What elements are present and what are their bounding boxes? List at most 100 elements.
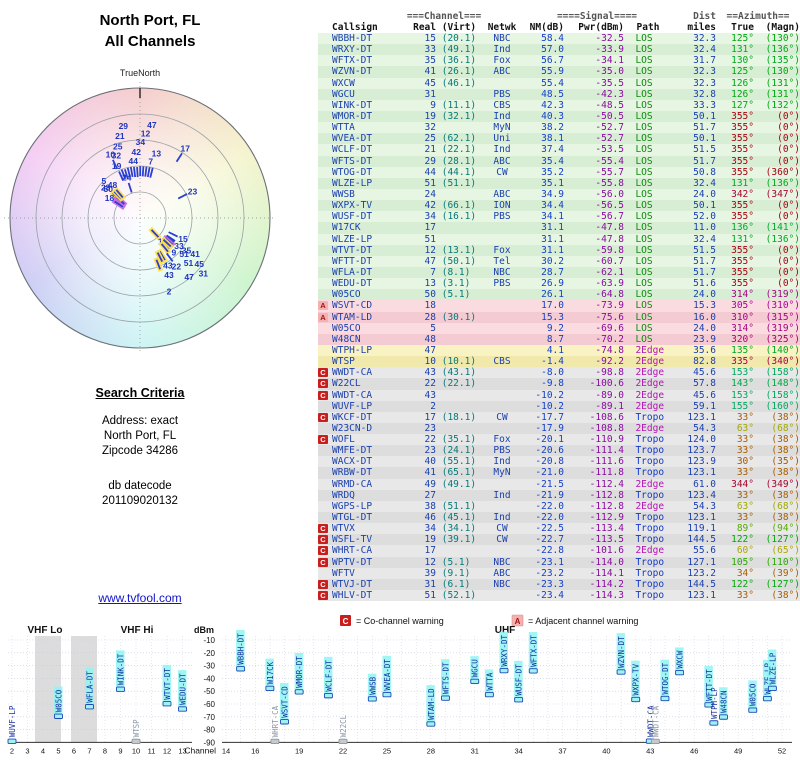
callsign-cell[interactable]: WFTV bbox=[332, 567, 355, 579]
network-cell: NBC bbox=[493, 556, 511, 568]
callsign-cell[interactable]: WKCF-DT bbox=[332, 411, 373, 423]
callsign-cell[interactable]: WHLV-DT bbox=[332, 590, 373, 602]
callsign-cell[interactable]: W05CO bbox=[332, 289, 361, 301]
callsign-cell[interactable]: WBBH-DT bbox=[332, 33, 373, 44]
nm-db-cell: 40.3 bbox=[541, 110, 564, 122]
callsign-cell[interactable]: WZVN-DT bbox=[332, 66, 373, 78]
callsign-cell[interactable]: WOFL bbox=[332, 434, 355, 446]
azimuth-magn-cell: (340°) bbox=[765, 356, 800, 368]
callsign-cell[interactable]: W05CO bbox=[332, 322, 361, 334]
chart-station-marker: W48CN bbox=[718, 687, 728, 720]
gridlines bbox=[8, 636, 792, 743]
callsign-cell[interactable]: WLZE-LP bbox=[332, 177, 373, 189]
callsign-cell[interactable]: WTGL-DT bbox=[332, 512, 373, 524]
svg-text:WTOG-DT: WTOG-DT bbox=[661, 662, 670, 694]
path-cell: LOS bbox=[624, 311, 653, 323]
dist-miles-cell: 33.3 bbox=[693, 99, 716, 111]
azimuth-true-cell: 33° bbox=[736, 512, 754, 524]
callsign-cell[interactable]: WXCW bbox=[332, 77, 355, 89]
callsign-cell[interactable]: W17CK bbox=[332, 222, 361, 234]
callsign-cell[interactable]: WTPH-LP bbox=[332, 344, 373, 356]
azimuth-true-cell: 355° bbox=[731, 144, 754, 156]
callsign-cell[interactable]: WFTT-DT bbox=[332, 255, 373, 267]
path-cell: LOS bbox=[624, 322, 653, 334]
radar-station-marker: 18 bbox=[105, 193, 126, 210]
radar-station-marker: 10 bbox=[106, 149, 118, 170]
real-channel-cell: 25 bbox=[424, 133, 436, 145]
network-cell: NBC bbox=[493, 266, 511, 278]
azimuth-true-cell: 355° bbox=[731, 110, 754, 122]
pwr-dbm-cell: -108.8 bbox=[589, 422, 624, 434]
azimuth-true-cell: 355° bbox=[731, 122, 754, 134]
flag-cell bbox=[318, 256, 332, 267]
callsign-cell[interactable]: WINK-DT bbox=[332, 99, 373, 111]
path-cell: 2Edge bbox=[624, 356, 665, 368]
callsign-cell[interactable]: WUSF-DT bbox=[332, 211, 373, 223]
callsign-cell[interactable]: WTTA bbox=[332, 122, 355, 134]
callsign-cell[interactable]: WTOG-DT bbox=[332, 166, 373, 178]
callsign-cell[interactable]: WSFL-TV bbox=[332, 534, 373, 546]
criteria-zipcode: Zipcode 34286 bbox=[101, 445, 179, 457]
dbm-tick: -60 bbox=[203, 700, 215, 709]
svg-text:WGCU: WGCU bbox=[471, 659, 480, 677]
radar-station-marker: 12 bbox=[141, 129, 151, 177]
signal-charts-svg: C = Co-channel warning A = Adjacent channel… bbox=[7, 614, 792, 755]
svg-text:WFTX-DT: WFTX-DT bbox=[529, 635, 538, 667]
nm-db-cell: -21.5 bbox=[535, 478, 564, 490]
svg-text:WTVT-DT: WTVT-DT bbox=[163, 668, 172, 700]
callsign-cell[interactable]: W22CL bbox=[332, 378, 361, 390]
callsign-cell[interactable]: WACX-DT bbox=[332, 456, 373, 468]
flag-cell bbox=[318, 323, 332, 334]
callsign-cell[interactable]: WHRT-CA bbox=[332, 545, 373, 557]
callsign-cell[interactable]: WSVT-CD bbox=[332, 300, 373, 312]
table-row: W05CO 50 (5.1) 26.1 -64.8 LOS 24.0 314° (319°) bbox=[318, 289, 800, 301]
callsign-cell[interactable]: W23CN-D bbox=[332, 422, 373, 434]
dist-miles-cell: 24.0 bbox=[693, 322, 716, 334]
callsign-cell[interactable]: WGPS-LP bbox=[332, 500, 373, 512]
channel-tick: 9 bbox=[118, 746, 122, 755]
callsign-cell[interactable]: WTAM-LD bbox=[332, 311, 373, 323]
callsign-cell[interactable]: WFLA-DT bbox=[332, 266, 373, 278]
callsign-cell[interactable]: WXPX-TV bbox=[332, 200, 373, 212]
callsign-cell[interactable]: WRMD-CA bbox=[332, 478, 373, 490]
real-channel-cell: 10 bbox=[424, 356, 436, 368]
callsign-cell[interactable]: WEDU-DT bbox=[332, 278, 373, 290]
radar-station-marker: 24 bbox=[122, 172, 133, 193]
azimuth-true-cell: 63° bbox=[736, 500, 754, 512]
callsign-cell[interactable]: WWSB bbox=[332, 188, 355, 200]
real-channel-cell: 49 bbox=[424, 478, 436, 490]
callsign-cell[interactable]: WFTS-DT bbox=[332, 155, 373, 167]
chart-station-marker: WFTT-DT bbox=[704, 666, 714, 708]
callsign-cell[interactable]: WTVT-DT bbox=[332, 244, 373, 256]
azimuth-true-cell: 131° bbox=[731, 233, 754, 245]
callsign-cell[interactable]: W48CN bbox=[332, 333, 361, 345]
network-cell: ABC bbox=[493, 567, 511, 579]
pwr-dbm-cell: -47.8 bbox=[595, 222, 624, 234]
svg-text:43: 43 bbox=[163, 260, 173, 270]
azimuth-magn-cell: (38°) bbox=[771, 590, 800, 602]
flag-cell bbox=[318, 44, 332, 55]
callsign-cell[interactable]: WTSP bbox=[332, 356, 355, 368]
callsign-cell[interactable]: WMOR-DT bbox=[332, 110, 373, 122]
callsign-cell[interactable]: WVEA-DT bbox=[332, 133, 373, 145]
tvfool-link[interactable]: www.tvfool.com bbox=[98, 591, 182, 605]
callsign-cell[interactable]: WGCU bbox=[332, 88, 355, 100]
hdr-channel-group: ===Channel=== bbox=[406, 11, 482, 22]
callsign-cell[interactable]: WWDT-CA bbox=[332, 389, 373, 401]
callsign-cell[interactable]: WLZE-LP bbox=[332, 233, 373, 245]
callsign-cell[interactable]: WUVF-LP bbox=[332, 400, 373, 412]
dist-miles-cell: 123.1 bbox=[687, 411, 716, 423]
callsign-cell[interactable]: WPTV-DT bbox=[332, 556, 373, 568]
virtual-channel-cell: (52.1) bbox=[436, 590, 477, 602]
callsign-cell[interactable]: WMFE-DT bbox=[332, 445, 373, 457]
callsign-cell[interactable]: WTVJ-DT bbox=[332, 578, 373, 590]
callsign-cell[interactable]: WWDT-CA bbox=[332, 367, 373, 379]
callsign-cell[interactable]: WRDQ bbox=[332, 489, 355, 501]
table-row: C WTVJ-DT 31 (6.1) NBC -23.3 -114.2 Tropo 144.… bbox=[318, 578, 800, 591]
callsign-cell[interactable]: WTVX bbox=[332, 523, 355, 535]
callsign-cell[interactable]: WCLF-DT bbox=[332, 144, 373, 156]
callsign-cell[interactable]: WRXY-DT bbox=[332, 44, 373, 56]
callsign-cell[interactable]: WFTX-DT bbox=[332, 55, 373, 67]
callsign-cell[interactable]: WRBW-DT bbox=[332, 467, 373, 479]
channel-tick: 34 bbox=[514, 746, 522, 755]
